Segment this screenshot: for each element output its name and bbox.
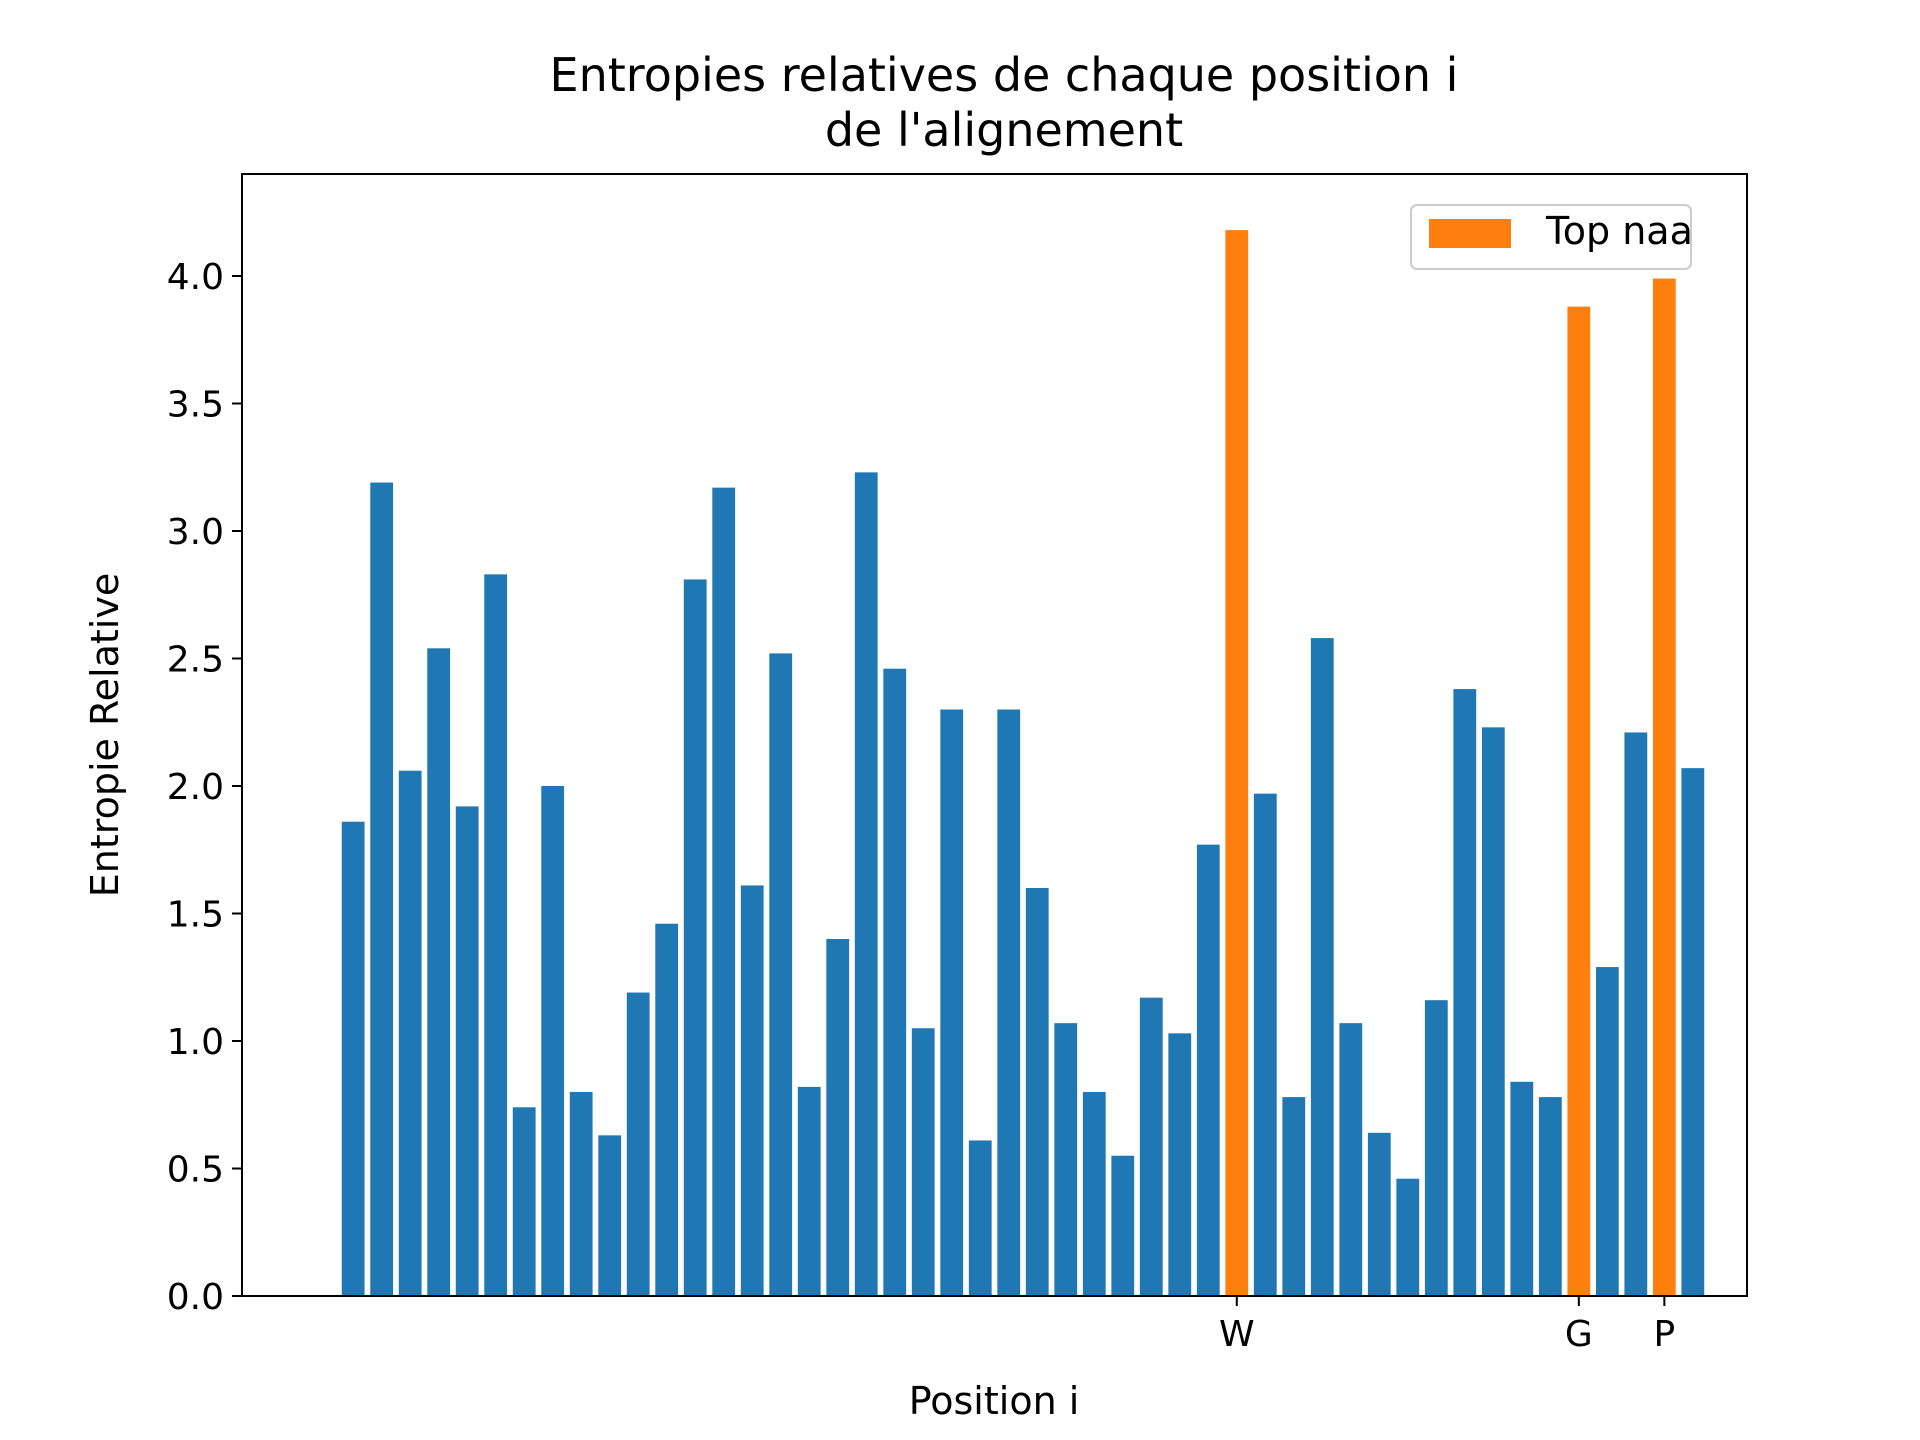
chart-title-line-1: Entropies relatives de chaque position i [550, 48, 1459, 102]
y-axis-label: Entropie Relative [83, 573, 127, 897]
bar [940, 709, 964, 1296]
bar [484, 574, 508, 1296]
bar [1196, 844, 1220, 1296]
bar [854, 472, 878, 1297]
bar [512, 1107, 536, 1296]
bar [427, 648, 451, 1296]
bar [541, 786, 565, 1296]
bar [997, 709, 1021, 1296]
bar [598, 1135, 622, 1296]
bar [683, 579, 707, 1296]
bar [626, 992, 650, 1296]
bar [1339, 1023, 1363, 1296]
x-tick-label: P [1653, 1314, 1675, 1355]
y-tick-label: 3.5 [167, 385, 224, 426]
y-tick-label: 2.0 [167, 767, 224, 808]
bar [1396, 1178, 1420, 1296]
bar [1168, 1033, 1192, 1296]
bar [1111, 1155, 1135, 1296]
y-tick-label: 4.0 [167, 257, 224, 298]
bar [968, 1140, 992, 1296]
x-tick-label: W [1219, 1314, 1255, 1355]
legend: Top naa [1410, 204, 1693, 270]
bar [1054, 1023, 1078, 1296]
bar [1453, 689, 1477, 1296]
bar [1424, 1000, 1448, 1296]
bar [1481, 727, 1505, 1296]
y-tick-label: 0.0 [167, 1277, 224, 1318]
bar-highlight [1652, 278, 1676, 1296]
bar [1082, 1092, 1106, 1296]
x-tick-label: G [1565, 1314, 1593, 1355]
bar [1025, 888, 1049, 1296]
bar [1139, 997, 1163, 1296]
y-tick-label: 0.5 [167, 1150, 224, 1191]
bar [1282, 1097, 1306, 1296]
bar [1367, 1132, 1391, 1296]
legend-label: Top naa [1545, 209, 1693, 253]
bar [1595, 967, 1619, 1296]
bars-group [341, 230, 1705, 1297]
bar [712, 487, 736, 1296]
bar [398, 770, 422, 1296]
y-tick-label: 1.5 [167, 895, 224, 936]
bar [797, 1086, 821, 1296]
bar [569, 1092, 593, 1296]
bar [341, 821, 365, 1296]
bar-highlight [1225, 230, 1249, 1297]
chart-title-line-2: de l'alignement [825, 103, 1183, 157]
y-axis-ticks: 0.0 0.5 1.0 1.5 2.0 2.5 3.0 3.5 4.0 [167, 257, 242, 1318]
bar [655, 923, 679, 1296]
y-tick-label: 1.0 [167, 1022, 224, 1063]
y-tick-label: 3.0 [167, 512, 224, 553]
legend-swatch [1429, 219, 1511, 248]
bar [1253, 793, 1277, 1296]
bar [826, 939, 850, 1296]
bar [1681, 768, 1705, 1296]
x-axis-label: Position i [909, 1379, 1080, 1423]
y-tick-label: 2.5 [167, 640, 224, 681]
bar [1538, 1097, 1562, 1296]
bar [769, 653, 793, 1296]
bar [911, 1028, 935, 1296]
bar [1310, 638, 1334, 1296]
bar [1510, 1081, 1534, 1296]
bar [370, 482, 394, 1296]
bar-highlight [1567, 306, 1591, 1297]
plot-frame [241, 173, 1748, 1297]
bar [455, 806, 479, 1296]
bar [740, 885, 764, 1296]
bar [883, 668, 907, 1296]
bar [1624, 732, 1648, 1296]
